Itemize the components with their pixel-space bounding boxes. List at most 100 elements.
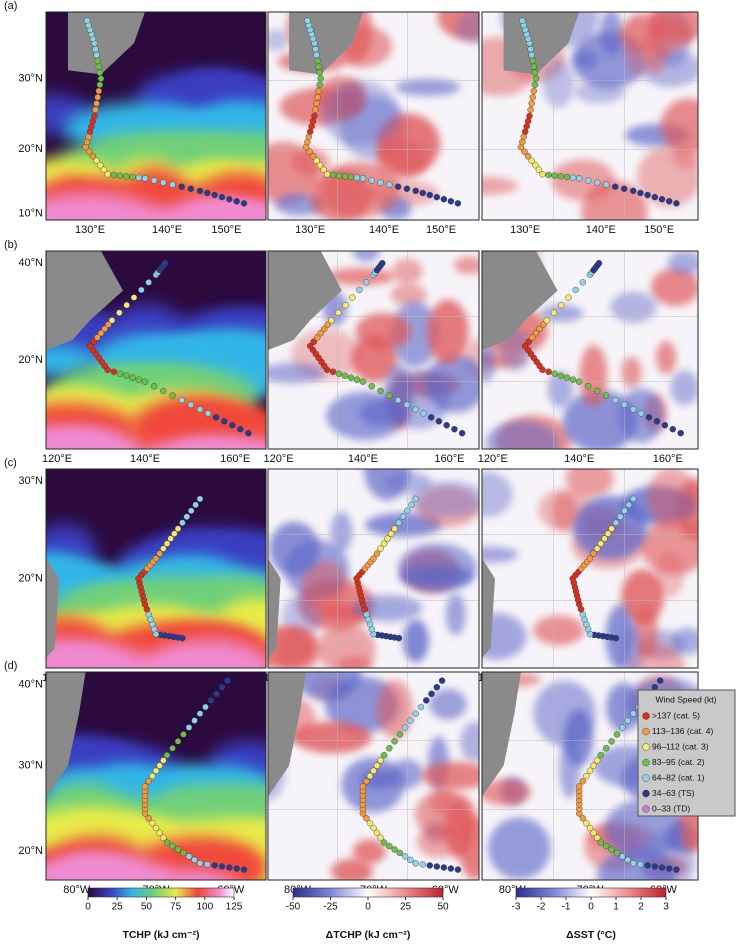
track-point [152, 767, 160, 774]
anomaly-blob [352, 595, 423, 622]
colorbar-tick-label: 2 [638, 902, 644, 913]
lat-label: 20°N [18, 354, 43, 366]
track-point [341, 372, 349, 379]
track-point [145, 279, 152, 286]
lat-label: 30°N [18, 475, 43, 487]
track-point [160, 757, 167, 764]
colorbar-tick-label: -1 [562, 902, 571, 913]
track-point [323, 171, 331, 178]
track-point [178, 396, 185, 404]
panel-label: (d) [4, 660, 17, 672]
anomaly-blob [399, 564, 474, 588]
anomaly-blob [417, 825, 461, 858]
track-point [594, 834, 601, 841]
anomaly-blob [485, 420, 559, 449]
track-point [174, 738, 182, 745]
legend-label: 96–112 (cat. 3) [652, 741, 709, 751]
track-point [312, 45, 319, 53]
land [46, 251, 123, 350]
legend-label: 113–136 (cat. 4) [652, 726, 713, 736]
track-point [116, 309, 123, 316]
track-point [651, 684, 658, 691]
track-point [95, 87, 103, 95]
legend-marker [642, 727, 650, 736]
track-point [341, 173, 349, 180]
tchp-blob [59, 856, 177, 880]
track-point [317, 329, 324, 337]
anomaly-blob [391, 301, 439, 368]
track-point [152, 824, 160, 832]
track-point [399, 513, 407, 520]
track-point [594, 387, 601, 395]
colorbar-tick-label: 100 [196, 902, 213, 913]
track-point [185, 724, 193, 731]
track-point [96, 81, 104, 89]
anomaly-blob [429, 688, 467, 720]
track-point [110, 171, 118, 179]
track-point [363, 279, 370, 286]
track-point [438, 677, 446, 684]
track-point [306, 148, 313, 155]
track-point [377, 757, 384, 764]
track-point [394, 396, 402, 404]
lon-label: 150°E [211, 224, 241, 236]
track-point [585, 383, 592, 390]
track-point [658, 195, 666, 203]
track-point [419, 189, 426, 197]
track-point [169, 745, 176, 752]
track-point [335, 309, 342, 316]
anomaly-blob [421, 761, 479, 790]
track-point [386, 392, 393, 399]
panel-frame [267, 468, 480, 669]
tchp-blob [130, 396, 262, 449]
track-point [604, 530, 612, 537]
track-point [229, 422, 236, 429]
lon-label: 160°E [653, 453, 683, 465]
anomaly-blob [574, 50, 598, 69]
map-panel [46, 469, 266, 668]
track-point [97, 162, 104, 169]
anomaly-blob [660, 98, 698, 154]
track-point [412, 406, 419, 413]
track-point [386, 745, 393, 752]
legend-marker [642, 758, 650, 767]
track-point [417, 703, 425, 711]
track-point [630, 495, 637, 503]
track-point [160, 179, 167, 186]
lon-label: 130°E [510, 224, 540, 236]
panel-frame [45, 468, 267, 669]
lon-label: 140°E [564, 453, 594, 465]
track-point [163, 752, 171, 759]
track-point [637, 861, 644, 868]
track-point [91, 112, 98, 120]
lat-label: 30°N [18, 72, 43, 84]
track-point [196, 495, 204, 503]
land [46, 558, 60, 659]
track-point [207, 697, 215, 704]
track-point [204, 861, 211, 868]
track-point [316, 69, 323, 76]
track-point [204, 189, 211, 197]
track-point [353, 174, 361, 181]
anomaly-blob [395, 78, 461, 97]
lat-label: 40°N [18, 678, 43, 690]
track-point [597, 752, 604, 759]
track-point [313, 100, 320, 107]
track-point [104, 171, 111, 178]
track-point [619, 853, 626, 860]
land [46, 672, 86, 797]
track-point [130, 294, 138, 301]
track-point [624, 717, 631, 724]
track-point [440, 864, 448, 871]
track-point [149, 819, 156, 827]
track-point [527, 106, 534, 113]
track-point [603, 842, 610, 850]
track-point [183, 513, 191, 520]
track-point [204, 410, 212, 417]
anomaly-blob [390, 283, 427, 307]
track-point [597, 540, 604, 547]
panel-frame [267, 250, 480, 450]
track-point [314, 57, 321, 65]
lat-label: 10°N [18, 208, 43, 220]
track-point [637, 189, 644, 197]
